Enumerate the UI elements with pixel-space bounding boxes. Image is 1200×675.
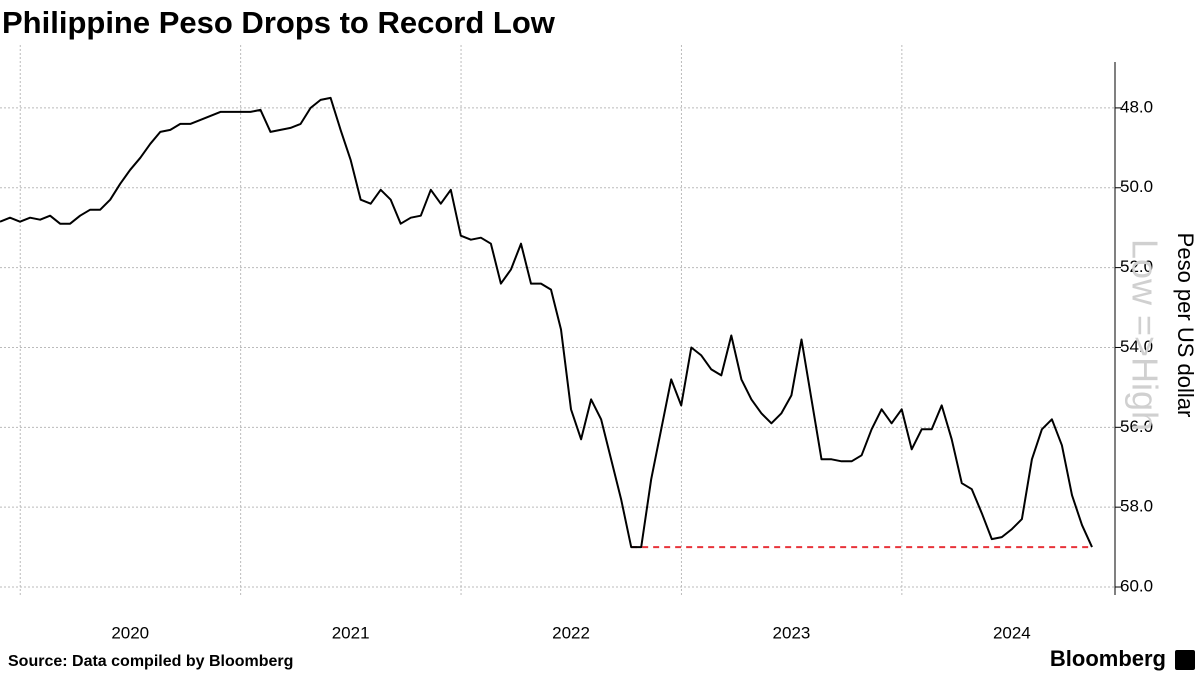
annotation: Low =>High [1124,239,1165,431]
y-tick-label: 58.0 [1120,497,1153,516]
line [0,96,1093,549]
y-tick-label: 56.0 [1120,417,1153,436]
x-tick-label: 2020 [111,623,149,642]
y-tick-label: 50.0 [1120,177,1153,196]
y-tick-label: 54.0 [1120,337,1153,356]
brand: Bloomberg [1050,646,1166,671]
y-tick-label: 52.0 [1120,257,1153,276]
source: Source: Data compiled by Bloomberg [8,653,293,670]
brand-icon [1175,650,1195,670]
chart-title: Philippine Peso Drops to Record Low [2,5,556,40]
y-axis-label: Peso per US dollar [1173,233,1198,418]
x-tick-label: 2021 [332,623,370,642]
x-tick-label: 2023 [773,623,811,642]
y-tick-label: 60.0 [1120,576,1153,595]
y-tick-label: 48.0 [1120,97,1153,116]
x-tick-label: 2022 [552,623,590,642]
x-tick-label: 2024 [993,623,1031,642]
